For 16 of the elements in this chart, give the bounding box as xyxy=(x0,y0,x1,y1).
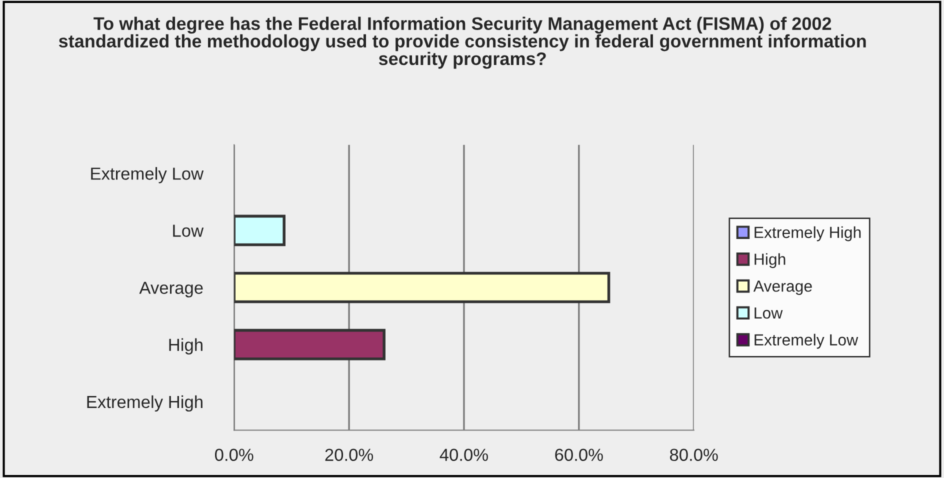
x-tick-label: 80.0% xyxy=(670,448,718,462)
x-tick-label: 60.0% xyxy=(555,448,603,462)
legend-label: Extremely High xyxy=(754,226,861,242)
y-tick-label: Extremely High xyxy=(87,395,202,412)
legend-label: Average xyxy=(753,280,812,295)
legend-label: High xyxy=(754,253,786,268)
x-tick-label: 20.0% xyxy=(325,448,374,462)
chart-title: To what degree has the Federal Information Security Management Act (FISMA) of 2002 standardized the methodology used to provide consistency in federal government information security programs? xyxy=(58,16,866,69)
x-tick-label: 40.0% xyxy=(440,448,488,462)
y-tick-label: Extremely Low xyxy=(91,167,204,184)
legend-label: Extremely Low xyxy=(754,334,858,349)
y-tick-label: Average xyxy=(139,282,203,298)
x-tick-label: 0.0% xyxy=(215,448,254,462)
y-tick-label: Low xyxy=(173,224,204,237)
y-tick-label: High xyxy=(169,338,202,354)
legend-label: Low xyxy=(754,308,783,319)
